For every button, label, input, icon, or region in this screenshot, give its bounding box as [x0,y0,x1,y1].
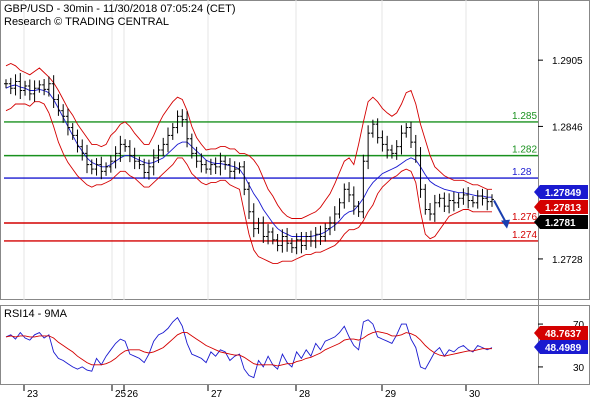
forecast-arrow-line [493,200,507,224]
rsi-panel-border [0,305,590,385]
rsi-badge-label: 48.4989 [545,343,582,354]
axis-layer: 1.2905 1.2846 1.2728 70 30 23 25 26 27 28 29 30 1.27… [23,56,588,400]
bollinger-lower [5,101,492,264]
price-panel-border [0,0,590,300]
rsi-series-line [5,331,492,367]
rsi-badge [540,326,588,340]
rsi-badge-label: 48.7637 [545,329,582,340]
x-tick-label: 23 [27,389,39,400]
x-tick-label: 27 [211,389,223,400]
price-badge [540,200,588,214]
rsi-title: RSI14 - 9MA [4,308,68,320]
level-label: 1.28 [512,167,532,178]
price-ytick-label: 1.2905 [552,56,583,67]
levels-layer: 1.285 1.282 1.28 1.276 1.274 [4,111,538,242]
level-label: 1.276 [512,212,537,223]
rsi-badge [540,340,588,354]
level-label: 1.274 [512,230,537,241]
price-badge-label: 1.27849 [545,188,582,199]
rsi-series-line [5,316,493,379]
price-badge [540,215,588,229]
price-ytick-label: 1.2728 [552,255,583,266]
x-tick-label: 26 [127,389,139,400]
price-badge-label: 1.2781 [545,218,576,229]
price-badge-label: 1.27813 [545,203,582,214]
x-tick-label: 29 [385,389,397,400]
price-badge [540,185,588,199]
rsi-ytick-label: 70 [573,320,585,331]
x-tick-label: 25 [115,389,127,400]
x-tick-label: 28 [299,389,311,400]
price-badge-pointer [534,215,540,229]
price-badge-pointer [534,185,540,199]
price-ytick-label: 1.2846 [552,122,583,133]
rsi-layer [5,316,493,379]
rsi-badge-pointer [534,340,540,354]
candles-layer [4,72,510,255]
x-tick-label: 30 [469,389,481,400]
rsi-badge-pointer [534,326,540,340]
level-label: 1.282 [512,145,537,156]
level-label: 1.285 [512,111,537,122]
rsi-ytick-label: 30 [573,363,585,374]
chart-subtitle: Research © TRADING CENTRAL [4,16,169,28]
price-badge-pointer [534,200,540,214]
chart-title: GBP/USD - 30min - 11/30/2018 07:05:24 (C… [4,3,236,15]
forecast-arrow-head [501,219,510,229]
bollinger-upper [5,63,492,219]
